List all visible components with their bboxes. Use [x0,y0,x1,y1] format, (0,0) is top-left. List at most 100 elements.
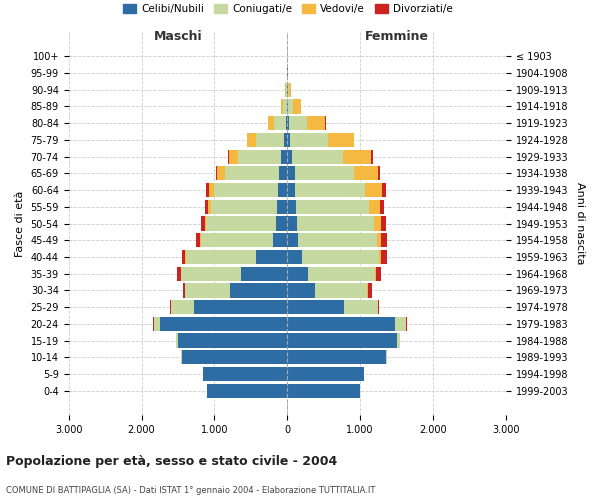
Bar [287,200,296,214]
Bar [379,250,381,264]
Bar [302,250,379,264]
Bar [382,183,386,197]
Bar [160,317,287,331]
Bar [178,334,287,347]
Legend: Celibi/Nubili, Coniugati/e, Vedovi/e, Divorziati/e: Celibi/Nubili, Coniugati/e, Vedovi/e, Di… [119,0,457,18]
Bar [287,384,360,398]
Bar [287,116,289,130]
Bar [297,216,374,230]
Bar [287,300,344,314]
Bar [287,216,297,230]
Bar [183,284,185,298]
Bar [182,350,287,364]
Bar [289,116,307,130]
Bar [381,250,387,264]
Bar [307,116,325,130]
Bar [289,82,291,97]
Bar [247,133,256,147]
Bar [272,233,287,248]
Bar [194,300,287,314]
Bar [186,250,256,264]
Bar [293,100,301,114]
Bar [287,166,295,180]
Bar [216,166,217,180]
Bar [274,116,286,130]
Bar [278,183,287,197]
Bar [353,133,355,147]
Bar [287,334,397,347]
Bar [200,216,205,230]
Bar [256,250,287,264]
Bar [287,266,308,281]
Bar [287,133,290,147]
Bar [381,233,386,248]
Bar [281,100,283,114]
Bar [201,233,272,248]
Bar [224,166,278,180]
Y-axis label: Anni di nascita: Anni di nascita [575,182,585,265]
Bar [287,100,288,114]
Bar [287,82,289,97]
Bar [367,284,368,298]
Bar [308,266,374,281]
Bar [172,300,194,314]
Bar [295,183,365,197]
Bar [344,300,377,314]
Bar [374,216,380,230]
Text: Popolazione per età, sesso e stato civile - 2004: Popolazione per età, sesso e stato civil… [6,454,337,468]
Bar [286,116,287,130]
Bar [275,216,287,230]
Bar [205,216,206,230]
Bar [283,100,287,114]
Bar [328,133,353,147]
Bar [295,166,354,180]
Bar [206,216,275,230]
Bar [154,317,160,331]
Bar [374,266,376,281]
Bar [386,350,387,364]
Bar [196,233,200,248]
Bar [395,317,406,331]
Bar [369,200,380,214]
Bar [354,166,377,180]
Bar [290,133,328,147]
Bar [203,367,287,381]
Bar [287,150,292,164]
Bar [200,233,201,248]
Bar [241,266,287,281]
Bar [207,384,287,398]
Bar [380,200,385,214]
Bar [287,250,302,264]
Bar [371,150,373,164]
Bar [277,200,287,214]
Bar [185,284,230,298]
Bar [378,300,379,314]
Bar [365,183,382,197]
Bar [298,233,377,248]
Bar [217,166,224,180]
Bar [238,150,281,164]
Bar [287,233,298,248]
Bar [178,266,181,281]
Bar [376,266,381,281]
Bar [170,300,171,314]
Bar [397,334,400,347]
Bar [256,133,284,147]
Bar [176,334,178,347]
Bar [380,216,386,230]
Bar [230,284,287,298]
Bar [286,82,287,97]
Bar [288,100,293,114]
Bar [214,183,278,197]
Bar [287,284,315,298]
Bar [287,350,386,364]
Text: Femmine: Femmine [365,30,428,43]
Bar [315,284,367,298]
Bar [206,183,209,197]
Bar [287,183,295,197]
Bar [281,150,287,164]
Bar [205,200,208,214]
Bar [287,367,364,381]
Bar [287,317,395,331]
Bar [211,200,277,214]
